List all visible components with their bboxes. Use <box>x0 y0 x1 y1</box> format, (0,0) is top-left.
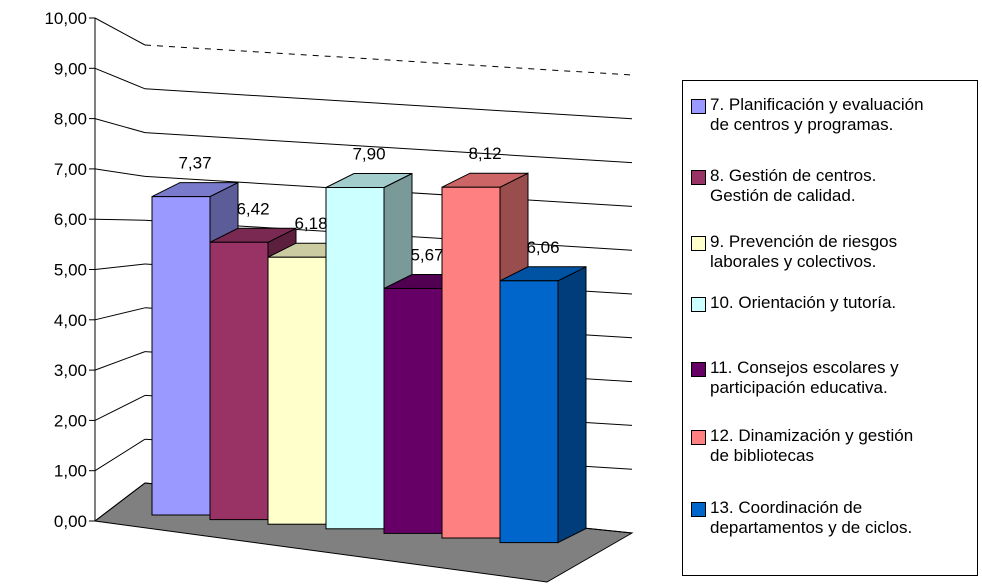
y-tick-label: 7,00 <box>54 160 87 179</box>
legend-swatch <box>691 362 706 377</box>
gridline <box>144 132 633 164</box>
legend-label: 7. Planificación y evaluación de centros … <box>710 95 924 135</box>
legend-swatch <box>691 236 706 251</box>
legend-label-line: 10. Orientación y tutoría. <box>710 293 897 312</box>
legend-label: 13. Coordinación de departamentos y de ci… <box>710 498 912 538</box>
data-label: 7,37 <box>178 154 211 173</box>
legend-item: 13. Coordinación de departamentos y de ci… <box>691 498 975 538</box>
legend-swatch <box>691 99 706 114</box>
legend-item: 9. Prevención de riesgos laborales y cole… <box>691 232 975 272</box>
bar-front <box>151 196 211 516</box>
bar-front <box>499 280 559 544</box>
legend-label-line: 9. Prevención de riesgos <box>710 232 898 251</box>
legend-item: 8. Gestión de centros. Gestión de calidad… <box>691 166 975 206</box>
y-tick-label: 9,00 <box>54 59 87 78</box>
side-wall-line <box>94 263 146 270</box>
side-wall-line <box>94 482 146 522</box>
legend-label: 10. Orientación y tutoría. <box>710 293 896 313</box>
legend-item: 11. Consejos escolares y participación ed… <box>691 358 975 398</box>
legend-label: 8. Gestión de centros. Gestión de calidad… <box>710 166 876 206</box>
legend-label: 9. Prevención de riesgos laborales y cole… <box>710 232 897 272</box>
gridline <box>144 88 633 120</box>
y-tick-label: 8,00 <box>54 110 87 129</box>
side-wall-line <box>94 67 146 90</box>
bar-front <box>441 186 501 539</box>
bars <box>151 172 587 544</box>
legend: 7. Planificación y evaluación de centros … <box>682 80 978 576</box>
side-wall-line <box>94 307 146 321</box>
y-tick-label: 2,00 <box>54 411 87 430</box>
legend-swatch <box>691 502 706 517</box>
side-wall-line <box>94 351 146 371</box>
y-tick-label: 6,00 <box>54 210 87 229</box>
y-tick-label: 10,00 <box>44 9 87 28</box>
side-wall-line <box>94 438 146 472</box>
data-label: 6,42 <box>236 199 269 218</box>
y-tick-label: 3,00 <box>54 361 87 380</box>
legend-label-line: laborales y colectivos. <box>710 252 877 271</box>
data-label: 7,90 <box>352 145 385 164</box>
legend-label-line: Gestión de calidad. <box>710 186 856 205</box>
side-wall-line <box>94 118 146 134</box>
side-wall-line <box>94 218 146 221</box>
legend-swatch <box>691 430 706 445</box>
y-axis: 0,00 1,00 2,00 3,00 4,00 5,00 6,00 7,00 8,00 9,00… <box>44 9 96 531</box>
bar-7 <box>499 265 587 544</box>
legend-swatch <box>691 297 706 312</box>
legend-item: 7. Planificación y evaluación de centros … <box>691 95 975 135</box>
legend-label-line: 11. Consejos escolares y <box>710 358 899 377</box>
data-label: 6,06 <box>526 238 559 257</box>
bar-front <box>267 256 327 525</box>
data-label: 8,12 <box>468 144 501 163</box>
side-wall-line <box>94 168 146 177</box>
legend-label-line: departamentos y de ciclos. <box>710 518 913 537</box>
legend-label-line: 12. Dinamización y gestión <box>710 426 914 445</box>
y-tick-label: 1,00 <box>54 462 87 481</box>
legend-label-line: 8. Gestión de centros. <box>710 166 877 185</box>
legend-label-line: 7. Planificación y evaluación <box>710 95 924 114</box>
legend-item: 12. Dinamización y gestión de bibliotecas <box>691 426 975 466</box>
legend-item: 10. Orientación y tutoría. <box>691 293 975 313</box>
side-wall-line <box>94 17 146 46</box>
y-tick-label: 4,00 <box>54 311 87 330</box>
data-label: 6,18 <box>294 214 327 233</box>
data-labels: 7,37 6,42 6,18 7,90 5,67 8,12 6,06 <box>178 144 559 264</box>
legend-swatch <box>691 170 706 185</box>
legend-label-line: 13. Coordinación de <box>710 498 863 517</box>
bar-front <box>383 287 443 534</box>
bar-side <box>557 265 587 544</box>
legend-label: 12. Dinamización y gestión de bibliotecas <box>710 426 913 466</box>
bar-front <box>209 241 269 521</box>
data-label: 5,67 <box>410 245 443 264</box>
gridline <box>144 44 633 76</box>
legend-label-line: de centros y programas. <box>710 115 894 134</box>
side-wall-line <box>94 394 146 421</box>
legend-label-line: participación educativa. <box>710 378 888 397</box>
legend-label-line: de bibliotecas <box>710 446 814 465</box>
y-tick-label: 5,00 <box>54 261 87 280</box>
bar-front <box>325 187 385 530</box>
legend-label: 11. Consejos escolares y participación ed… <box>710 358 899 398</box>
y-tick-label: 0,00 <box>54 512 87 531</box>
